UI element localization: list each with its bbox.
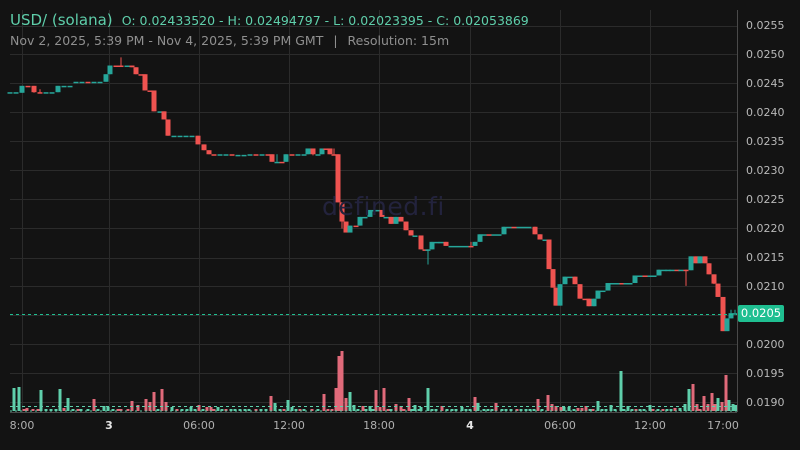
price-tick-label: 0.0235 (746, 134, 785, 148)
price-tick-label: 0.0230 (746, 163, 785, 177)
price-tick-label: 0.0250 (746, 47, 785, 61)
price-candles (7, 57, 738, 332)
price-tick-label: 0.0220 (746, 221, 785, 235)
time-tick-label: 8:00 (9, 419, 35, 432)
time-tick-label: 12:00 (273, 419, 305, 432)
price-tick-label: 0.0255 (746, 18, 785, 32)
price-tick-label: 0.0195 (746, 366, 785, 380)
separator: | (333, 33, 338, 48)
time-tick-label: 06:00 (183, 419, 215, 432)
price-tick-label: 0.0210 (746, 279, 785, 293)
price-lines (10, 314, 737, 412)
grid-lines (10, 10, 737, 412)
price-tick-label: 0.0240 (746, 105, 785, 119)
symbol-label: USD/ (solana) (10, 11, 113, 29)
time-tick-label: 4 (466, 419, 474, 432)
price-tick-label: 0.0190 (746, 395, 785, 409)
time-tick-label: 06:00 (544, 419, 576, 432)
date-range: Nov 2, 2025, 5:39 PM - Nov 4, 2025, 5:39… (10, 33, 324, 48)
price-tick-label: 0.0245 (746, 76, 785, 90)
ohlc-values: O: 0.02433520 - H: 0.02494797 - L: 0.020… (121, 13, 529, 28)
chart-legend: USD/ (solana) O: 0.02433520 - H: 0.02494… (10, 10, 529, 29)
current-price-tag: 0.0205 (738, 305, 784, 322)
time-tick-label: 17:00 (707, 419, 739, 432)
price-tick-label: 0.0200 (746, 337, 785, 351)
chart-subtitle: Nov 2, 2025, 5:39 PM - Nov 4, 2025, 5:39… (10, 33, 449, 48)
time-tick-label: 3 (105, 419, 113, 432)
time-tick-label: 18:00 (363, 419, 395, 432)
resolution-label: Resolution: 15m (347, 33, 450, 48)
time-tick-label: 12:00 (634, 419, 666, 432)
price-tick-label: 0.0225 (746, 192, 785, 206)
price-tick-label: 0.0215 (746, 250, 785, 264)
watermark: defined.fi (322, 192, 445, 221)
